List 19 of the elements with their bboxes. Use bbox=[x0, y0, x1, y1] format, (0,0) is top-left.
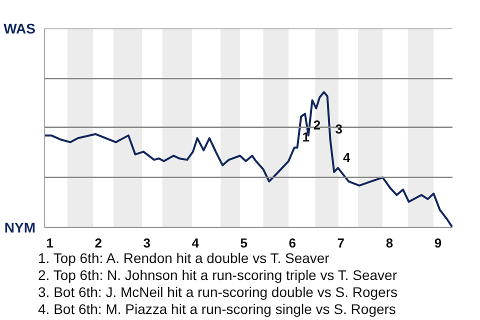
x-tick-label: 5 bbox=[240, 236, 248, 250]
text: 1. Top 6th: A. Rendon hit a double vs T. Seaver bbox=[38, 250, 330, 266]
x-tick-label: 2 bbox=[94, 236, 102, 250]
text: 4. Bot 6th: M. Piazza hit a run-scoring single vs S. Rogers bbox=[38, 301, 396, 317]
x-tick-label: 8 bbox=[386, 236, 394, 250]
annotation: 1 bbox=[302, 130, 310, 145]
ref-line-label: NYM bbox=[4, 220, 36, 236]
x-tick-label: 1 bbox=[46, 236, 54, 250]
x-tick-label: 3 bbox=[143, 236, 150, 250]
annotation: 4 bbox=[343, 150, 352, 165]
text: 2. Top 6th: N. Johnson hit a run-scoring triple vs T. Seaver bbox=[38, 267, 398, 283]
annotation: 2 bbox=[313, 117, 321, 132]
ref-line-label: WAS bbox=[4, 20, 36, 36]
x-tick-label: 4 bbox=[192, 236, 200, 250]
x-tick-label: 6 bbox=[288, 236, 296, 250]
annotation: 3 bbox=[335, 122, 342, 137]
text: 3. Bot 6th: J. McNeil hit a run-scoring double vs S. Rogers bbox=[38, 284, 398, 300]
x-tick-label: 9 bbox=[434, 236, 442, 250]
x-tick-label: 7 bbox=[337, 236, 345, 250]
